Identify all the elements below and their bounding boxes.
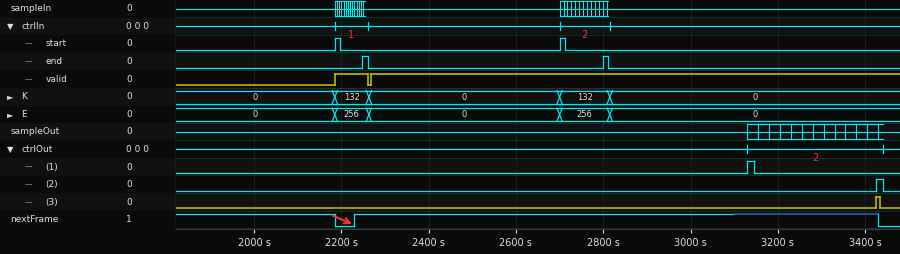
Bar — [0, 194, 176, 211]
Text: E: E — [21, 110, 27, 119]
Text: sampleIn: sampleIn — [11, 4, 52, 13]
Text: (2): (2) — [46, 180, 58, 189]
Text: 2: 2 — [581, 30, 588, 40]
Text: 0: 0 — [126, 39, 132, 49]
Text: 0: 0 — [126, 180, 132, 189]
Text: —: — — [24, 39, 32, 49]
Text: 0 0 0: 0 0 0 — [126, 145, 149, 154]
Text: 0: 0 — [126, 110, 132, 119]
Text: (1): (1) — [46, 163, 58, 171]
Bar — [176, 211, 900, 229]
Bar — [176, 105, 900, 123]
Text: 0: 0 — [126, 198, 132, 207]
Text: ▼: ▼ — [7, 145, 14, 154]
Text: 0: 0 — [752, 110, 758, 119]
Bar — [0, 211, 176, 229]
Text: 0: 0 — [126, 128, 132, 136]
Bar — [0, 35, 176, 53]
Text: —: — — [24, 163, 32, 171]
Text: 256: 256 — [344, 110, 360, 119]
Bar — [176, 123, 900, 141]
Text: 2: 2 — [812, 153, 818, 163]
Text: ctrlOut: ctrlOut — [21, 145, 52, 154]
Bar — [0, 123, 176, 141]
Bar — [0, 176, 176, 194]
Text: ▼: ▼ — [7, 22, 14, 31]
Text: 0: 0 — [126, 163, 132, 171]
Bar — [176, 18, 900, 35]
Text: 132: 132 — [344, 93, 360, 102]
Text: start: start — [46, 39, 67, 49]
Text: 0: 0 — [126, 4, 132, 13]
Bar — [0, 53, 176, 70]
Text: ►: ► — [7, 92, 14, 101]
Text: 0: 0 — [126, 57, 132, 66]
Text: 0: 0 — [462, 93, 467, 102]
Text: sampleOut: sampleOut — [11, 128, 59, 136]
Bar — [176, 88, 900, 105]
Bar — [0, 158, 176, 176]
Bar — [0, 18, 176, 35]
Text: —: — — [24, 75, 32, 84]
Text: —: — — [24, 180, 32, 189]
Bar — [0, 105, 176, 123]
Text: 0: 0 — [253, 93, 257, 102]
Text: (3): (3) — [46, 198, 58, 207]
Text: valid: valid — [46, 75, 68, 84]
Bar — [176, 70, 900, 88]
Text: ►: ► — [7, 110, 14, 119]
Text: —: — — [24, 57, 32, 66]
Bar — [176, 35, 900, 53]
Bar — [176, 158, 900, 176]
Text: ctrlIn: ctrlIn — [21, 22, 44, 31]
Text: nextFrame: nextFrame — [11, 215, 58, 224]
Text: 132: 132 — [577, 93, 592, 102]
Bar — [176, 176, 900, 194]
Bar — [176, 194, 900, 211]
Text: 0: 0 — [752, 93, 758, 102]
Text: 0 0 0: 0 0 0 — [126, 22, 149, 31]
Bar — [0, 88, 176, 105]
Text: —: — — [24, 198, 32, 207]
Bar — [176, 53, 900, 70]
Bar — [0, 0, 176, 18]
Text: 0: 0 — [462, 110, 467, 119]
Text: 0: 0 — [126, 75, 132, 84]
Text: 1: 1 — [126, 215, 132, 224]
Bar — [176, 0, 900, 18]
Text: end: end — [46, 57, 63, 66]
Bar — [176, 141, 900, 158]
Text: 1: 1 — [348, 30, 355, 40]
Text: 0: 0 — [253, 110, 257, 119]
Bar — [0, 141, 176, 158]
Bar — [0, 70, 176, 88]
Text: 256: 256 — [577, 110, 592, 119]
Text: 0: 0 — [126, 92, 132, 101]
Text: K: K — [21, 92, 27, 101]
